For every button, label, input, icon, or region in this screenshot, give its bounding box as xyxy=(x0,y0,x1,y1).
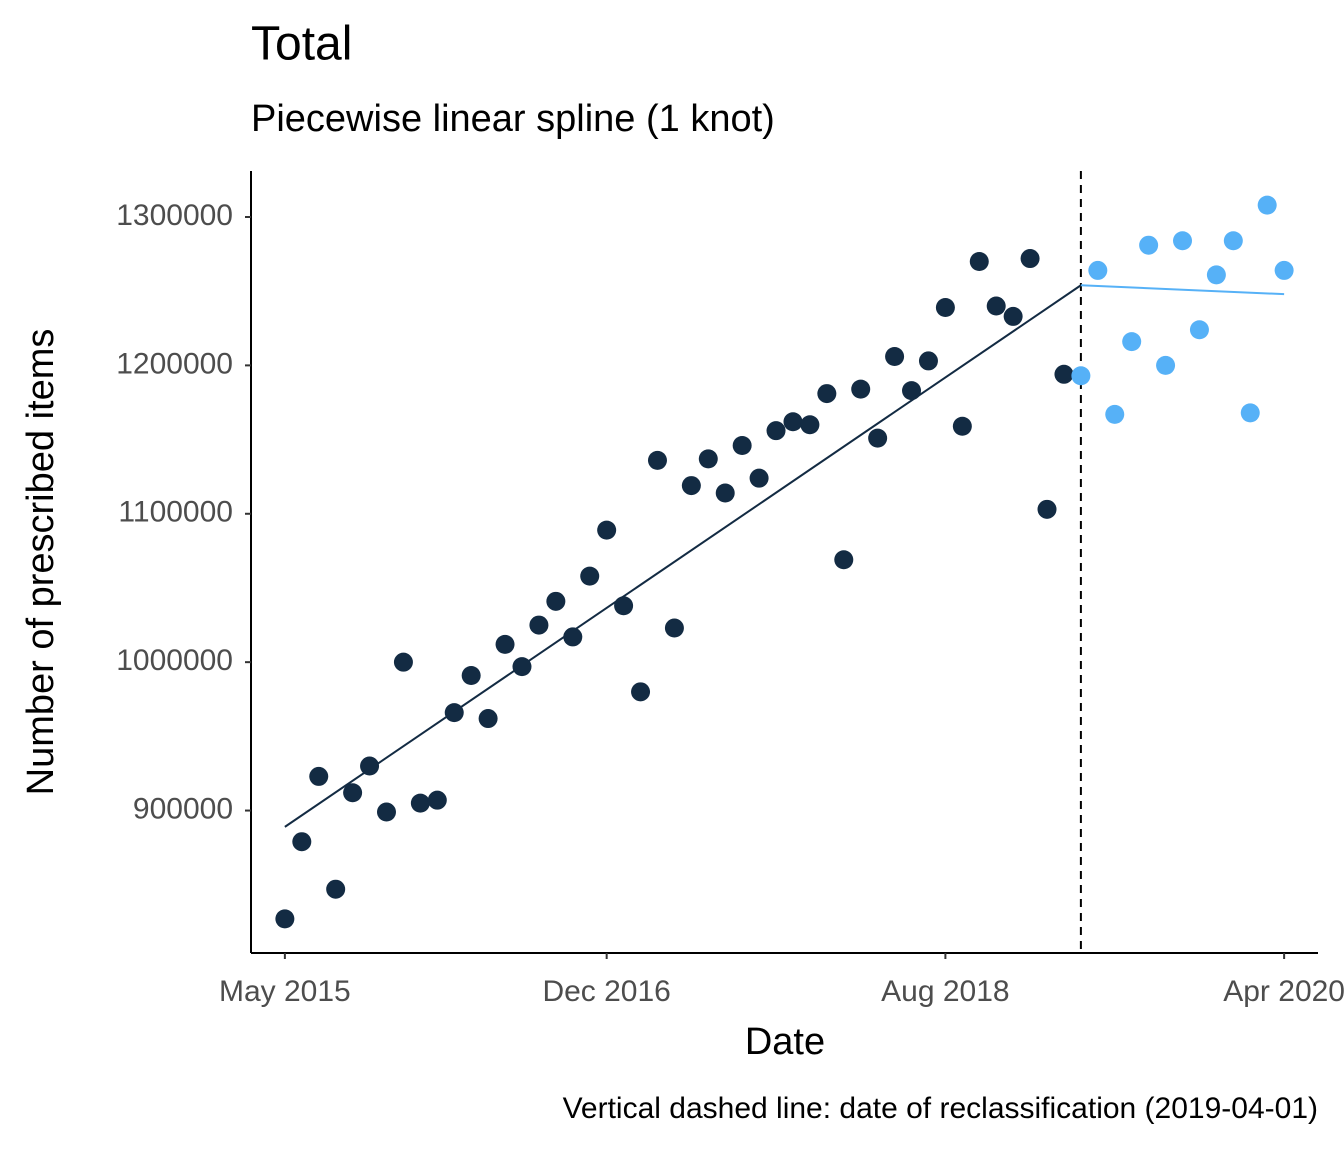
x-tick-label: May 2015 xyxy=(219,975,351,1008)
point xyxy=(885,346,905,366)
point xyxy=(783,412,803,432)
point xyxy=(580,566,600,586)
point xyxy=(851,379,871,399)
point xyxy=(1223,231,1243,251)
y-tick-label: 1200000 xyxy=(116,347,233,380)
point xyxy=(444,703,464,723)
y-tick-label: 900000 xyxy=(133,792,233,825)
y-tick-label: 1000000 xyxy=(116,644,233,677)
point xyxy=(1037,499,1057,519)
point xyxy=(512,657,532,677)
point xyxy=(918,351,938,371)
point xyxy=(309,766,329,786)
point xyxy=(410,793,430,813)
y-axis-label: Number of prescribed items xyxy=(20,329,62,796)
point xyxy=(1189,320,1209,340)
point xyxy=(1054,364,1074,384)
point xyxy=(800,415,820,435)
point xyxy=(969,252,989,272)
point xyxy=(393,652,413,672)
x-tick-label: Apr 2020 xyxy=(1223,975,1344,1008)
point xyxy=(478,709,498,729)
point xyxy=(817,384,837,404)
point xyxy=(275,909,295,929)
caption: Vertical dashed line: date of reclassifi… xyxy=(563,1092,1318,1125)
chart-subtitle: Piecewise linear spline (1 knot) xyxy=(251,98,775,140)
point xyxy=(681,476,701,496)
point xyxy=(631,682,651,702)
point xyxy=(495,634,515,654)
point xyxy=(614,596,634,616)
point xyxy=(427,790,447,810)
point xyxy=(902,381,922,401)
x-tick-label: Aug 2018 xyxy=(881,975,1009,1008)
point xyxy=(461,666,481,686)
point xyxy=(732,436,752,456)
point xyxy=(1173,231,1193,251)
point xyxy=(715,483,735,503)
point xyxy=(546,591,566,611)
point xyxy=(986,296,1006,316)
point xyxy=(952,416,972,436)
point xyxy=(563,627,583,647)
point xyxy=(343,783,363,803)
point xyxy=(1257,195,1277,215)
point xyxy=(664,618,684,638)
fit-line xyxy=(284,284,1082,828)
chart-title: Total xyxy=(251,18,352,71)
point xyxy=(1122,332,1142,352)
point xyxy=(766,421,786,441)
point xyxy=(834,550,854,570)
x-axis-label: Date xyxy=(745,1021,825,1063)
point xyxy=(376,802,396,822)
point xyxy=(1071,366,1091,386)
point xyxy=(1088,260,1108,280)
point xyxy=(868,428,888,448)
point xyxy=(529,615,549,635)
point xyxy=(935,298,955,318)
point xyxy=(597,520,617,540)
point xyxy=(1156,355,1176,375)
point xyxy=(749,468,769,488)
y-tick-label: 1300000 xyxy=(116,199,233,232)
point xyxy=(647,450,667,470)
point xyxy=(326,879,346,899)
point xyxy=(1240,403,1260,423)
point xyxy=(292,832,312,852)
point xyxy=(1105,404,1125,424)
point xyxy=(1139,235,1159,255)
point xyxy=(698,449,718,469)
x-tick-label: Dec 2016 xyxy=(542,975,670,1008)
y-tick-label: 1100000 xyxy=(118,496,233,529)
point xyxy=(1206,265,1226,285)
point xyxy=(360,756,380,776)
point xyxy=(1003,306,1023,326)
fit-line xyxy=(1080,284,1285,296)
point xyxy=(1020,249,1040,269)
point xyxy=(1274,260,1294,280)
